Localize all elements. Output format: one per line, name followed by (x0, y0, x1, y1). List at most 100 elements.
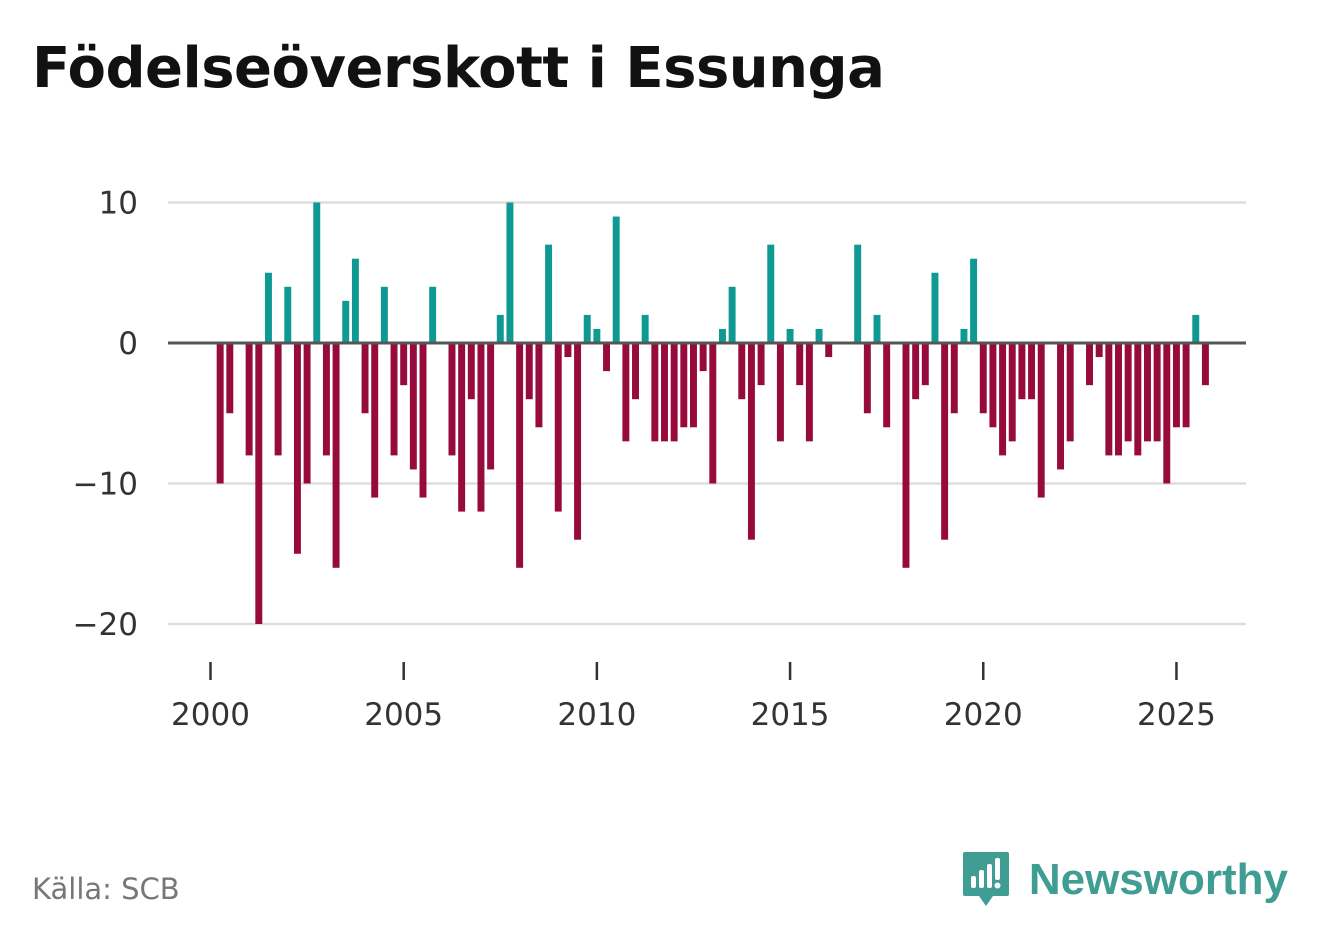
bar (680, 343, 688, 428)
bar (767, 244, 775, 343)
bar (941, 343, 949, 540)
y-tick-label: −20 (73, 607, 138, 643)
bar (458, 343, 466, 512)
bar (216, 343, 224, 484)
bar (1182, 343, 1190, 428)
bar (718, 328, 726, 343)
bar (912, 343, 920, 400)
bar (516, 343, 524, 568)
brand-name: Newsworthy (1028, 855, 1288, 904)
bar (351, 258, 359, 343)
bar (1124, 343, 1132, 442)
bar (815, 328, 823, 343)
bar (805, 343, 813, 442)
bar (332, 343, 340, 568)
brand-logo[interactable]: Newsworthy (961, 850, 1288, 910)
bar (322, 343, 330, 456)
bar (1066, 343, 1074, 442)
bar (699, 343, 707, 372)
bar (1086, 343, 1093, 386)
source-note: Källa: SCB (32, 872, 180, 906)
newsworthy-logo-icon (962, 852, 1009, 906)
bar (593, 328, 601, 343)
bar (757, 343, 765, 386)
bar (738, 343, 746, 400)
bar (313, 202, 321, 343)
chart-title: Födelseöverskott i Essunga (32, 36, 885, 101)
bar (535, 343, 543, 428)
bar (979, 343, 987, 414)
bar (293, 343, 301, 554)
bar (786, 328, 794, 343)
y-tick-label: −10 (73, 467, 138, 503)
axis-layer: 10 0 −10 −20 2000 2005 2010 2015 2020 2025 (73, 186, 1246, 733)
bar (709, 343, 717, 484)
bar (950, 343, 958, 414)
bar (873, 314, 881, 343)
bar (419, 343, 427, 498)
bar (506, 202, 514, 343)
bar (902, 343, 910, 568)
bar (776, 343, 784, 442)
bar (632, 343, 639, 400)
bar (1018, 343, 1026, 400)
bar (264, 272, 272, 343)
bar (728, 286, 736, 343)
bar (1028, 343, 1036, 400)
bar (284, 286, 292, 343)
bar (477, 343, 485, 512)
x-tick-label: 2020 (944, 697, 1023, 733)
bar (583, 314, 591, 343)
bar (863, 343, 871, 414)
x-tick-label: 2010 (557, 697, 636, 733)
bar (989, 343, 997, 428)
x-tick-label: 2015 (751, 697, 830, 733)
bar (429, 286, 437, 343)
bar (467, 343, 475, 400)
bar (970, 258, 978, 343)
bar (274, 343, 282, 456)
bar (496, 314, 504, 343)
bar (1172, 343, 1180, 428)
bar (342, 300, 350, 343)
bar (1105, 343, 1113, 456)
bar (1201, 343, 1209, 386)
bar (380, 286, 388, 343)
bar (1153, 343, 1161, 442)
bar (931, 272, 939, 343)
bar (409, 343, 417, 470)
bar (1134, 343, 1142, 456)
bar (400, 343, 408, 386)
bar (448, 343, 456, 456)
bar (612, 216, 620, 343)
bar (487, 343, 495, 470)
bar (226, 343, 234, 414)
bar (854, 244, 862, 343)
bar (1037, 343, 1045, 498)
bar (661, 343, 668, 442)
bar (1144, 343, 1151, 442)
bar (1163, 343, 1171, 484)
bar (651, 343, 659, 442)
bar (564, 343, 572, 358)
bar (1057, 343, 1065, 470)
x-tick-label: 2025 (1137, 697, 1216, 733)
bar (390, 343, 398, 456)
bar (255, 343, 263, 624)
bar (690, 343, 697, 428)
bar (574, 343, 582, 540)
bar (796, 343, 804, 386)
bar (371, 343, 379, 498)
bar (921, 343, 929, 386)
y-tick-label: 10 (99, 186, 138, 222)
x-tick-label: 2000 (171, 697, 250, 733)
bar (641, 314, 649, 343)
bar (554, 343, 562, 512)
bar (1095, 343, 1103, 358)
x-tick-label: 2005 (364, 697, 443, 733)
bar (670, 343, 678, 442)
bar (361, 343, 369, 414)
bar (883, 343, 891, 428)
bar (545, 244, 553, 343)
